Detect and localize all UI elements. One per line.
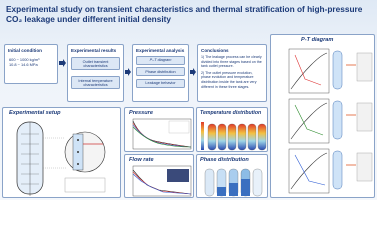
phase-illustration: [204, 168, 263, 197]
pt-diagram-illustration: [288, 48, 373, 194]
phase-heading: Phase distribution: [200, 157, 249, 163]
flow-arrows: [59, 59, 196, 76]
tank-field: [237, 123, 247, 151]
tank-field: [247, 123, 257, 151]
path-curve: [294, 104, 324, 136]
plot-frame: [288, 98, 330, 144]
liquid-level: [241, 179, 250, 196]
curve: [132, 169, 192, 195]
experimental-results-heading: Experimental results: [71, 48, 117, 53]
tank-field: [207, 123, 217, 151]
pt-diagram-heading: P-T diagram: [301, 37, 334, 43]
temperature-illustration: [201, 122, 267, 151]
setup-illustration: [16, 121, 106, 196]
phase-panel: Phase distribution: [196, 154, 268, 198]
plot-frame: [132, 165, 192, 197]
experimental-results-box: Experimental results Outlet transient ch…: [67, 44, 124, 102]
conclusions-box: Conclusions 1) The leakage process can b…: [197, 44, 267, 102]
initial-condition-line: 10.8 ~ 14.6 MPa: [9, 62, 38, 67]
tank-phase: [204, 168, 215, 197]
plot-frame: [132, 118, 192, 150]
saturation-curve: [290, 102, 328, 140]
setup-heading: Experimental setup: [9, 110, 61, 116]
flow-rate-illustration: [132, 165, 192, 197]
tank-field: [227, 123, 237, 151]
pressure-illustration: [132, 118, 192, 150]
arrow: [190, 68, 196, 76]
analysis-item: Phase distribution: [136, 67, 185, 76]
curve: [132, 126, 192, 148]
tank-icon: [332, 50, 343, 90]
plot-frame: [288, 48, 330, 94]
plot-frame: [288, 148, 330, 194]
conclusion-item: 2) The outlet pressure evolution, phase …: [201, 70, 257, 89]
tank-icon: [332, 100, 343, 140]
sensor: [77, 163, 79, 165]
sensor: [77, 151, 79, 153]
sensor: [77, 139, 79, 141]
initial-condition-box: Initial condition 600 ~ 1000 kg/m³ 10.8 …: [4, 44, 58, 84]
curve: [132, 173, 192, 195]
pressure-heading: Pressure: [129, 110, 153, 116]
tank-icon: [332, 150, 343, 190]
initial-condition-line: 600 ~ 1000 kg/m³: [9, 57, 40, 62]
conclusions-heading: Conclusions: [201, 48, 229, 53]
zoom-circle: [64, 131, 106, 173]
path-curve: [294, 154, 326, 186]
setup-panel: Experimental setup: [2, 107, 121, 198]
path-curve: [294, 54, 322, 86]
color-scale: [201, 122, 204, 150]
liquid-level: [229, 183, 238, 196]
analysis-item: Leakage behavior: [136, 78, 185, 88]
flow-rate-heading: Flow rate: [129, 157, 154, 163]
zoom-guides: [43, 137, 67, 169]
pressure-panel: Pressure: [124, 107, 194, 152]
saturation-curve: [290, 52, 328, 90]
legend-box: [356, 102, 373, 132]
experimental-analysis-heading: Experimental analysis: [136, 48, 185, 53]
title: Experimental study on transient characte…: [6, 4, 363, 24]
conclusion-item: 1) The leakage process can be clearly di…: [201, 55, 262, 69]
saturation-curve: [290, 152, 328, 190]
temperature-panel: Temperature distribution: [196, 107, 268, 152]
result-item: Outlet transient characteristics: [71, 57, 120, 70]
temperature-heading: Temperature distribution: [200, 110, 262, 116]
legend-box: [64, 177, 106, 193]
tank-field: [257, 123, 267, 151]
result-item: Internal temperature characteristics: [71, 76, 120, 89]
tank-phase: [252, 168, 263, 197]
arrow: [125, 68, 131, 76]
legend-box: [356, 152, 373, 182]
analysis-item: P–T diagram: [136, 55, 185, 65]
legend-box: [168, 120, 190, 134]
liquid-level: [217, 187, 226, 196]
pt-diagram-panel: P-T diagram: [270, 34, 375, 198]
curve: [132, 124, 192, 148]
legend-box: [356, 52, 373, 82]
curve: [132, 122, 192, 148]
experimental-analysis-box: Experimental analysis P–T diagram Phase …: [132, 44, 189, 102]
tank-field: [217, 123, 227, 151]
initial-condition-heading: Initial condition: [8, 48, 42, 53]
inset-photo: [167, 169, 189, 182]
flow-rate-panel: Flow rate: [124, 154, 194, 198]
arrow: [59, 59, 66, 67]
graphical-abstract: Experimental study on transient characte…: [0, 0, 377, 200]
